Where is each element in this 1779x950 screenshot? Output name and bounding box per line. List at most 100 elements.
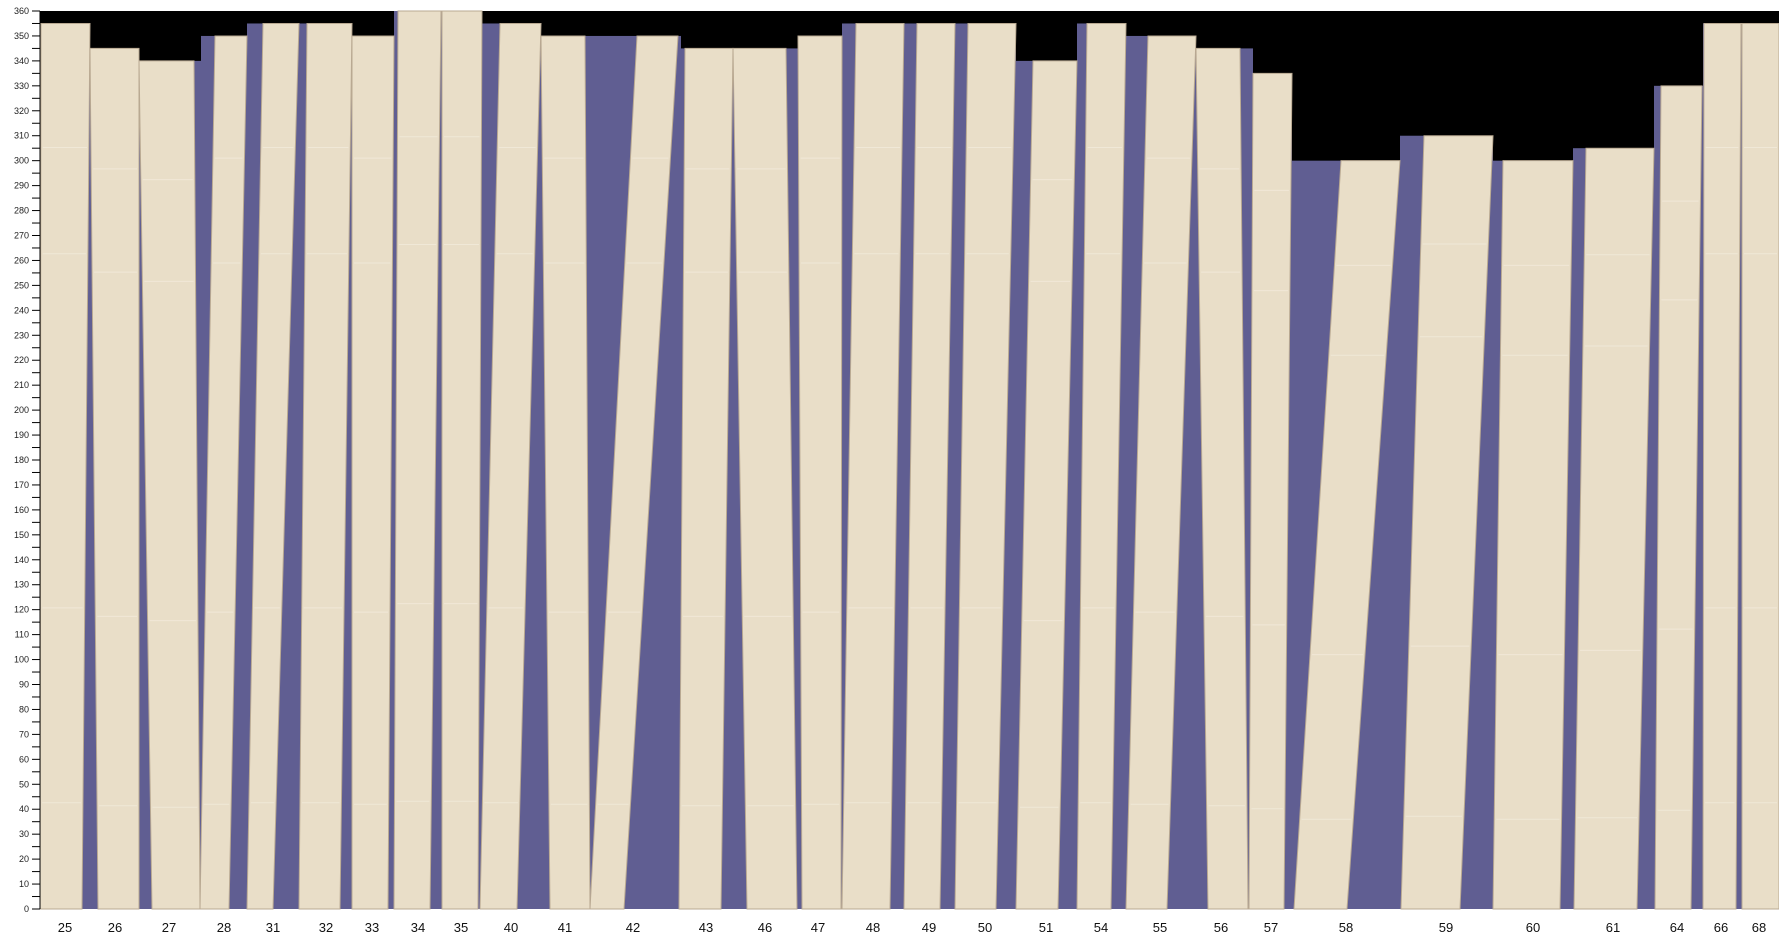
y-tick-label: 350 bbox=[14, 31, 29, 41]
y-tick-label: 70 bbox=[19, 729, 29, 739]
y-tick-label: 200 bbox=[14, 405, 29, 415]
board-49[interactable] bbox=[903, 22, 956, 910]
y-tick-label: 160 bbox=[14, 505, 29, 515]
board-68[interactable] bbox=[1741, 22, 1779, 910]
board-label: 46 bbox=[758, 920, 772, 935]
board-label: 31 bbox=[266, 920, 280, 935]
board-43[interactable] bbox=[678, 47, 734, 910]
y-tick-label: 140 bbox=[14, 555, 29, 565]
y-tick-label: 170 bbox=[14, 480, 29, 490]
y-tick-label: 10 bbox=[19, 879, 29, 889]
y-tick-label: 220 bbox=[14, 355, 29, 365]
board-56[interactable] bbox=[1195, 47, 1249, 910]
y-tick-label: 300 bbox=[14, 156, 29, 166]
board-32[interactable] bbox=[298, 22, 353, 910]
board-label: 56 bbox=[1214, 920, 1228, 935]
board-label: 55 bbox=[1153, 920, 1167, 935]
board-31[interactable] bbox=[246, 22, 300, 910]
board-60[interactable] bbox=[1492, 160, 1574, 910]
board-label: 27 bbox=[162, 920, 176, 935]
y-tick-label: 270 bbox=[14, 231, 29, 241]
y-tick-label: 240 bbox=[14, 305, 29, 315]
y-tick-label: 30 bbox=[19, 829, 29, 839]
board-48[interactable] bbox=[841, 22, 905, 910]
y-tick-label: 60 bbox=[19, 754, 29, 764]
board-label: 59 bbox=[1439, 920, 1453, 935]
board-55[interactable] bbox=[1125, 35, 1197, 910]
y-tick-label: 90 bbox=[19, 680, 29, 690]
board-64[interactable] bbox=[1654, 85, 1703, 910]
y-tick-label: 0 bbox=[24, 904, 29, 914]
y-tick-label: 20 bbox=[19, 854, 29, 864]
board-label: 25 bbox=[58, 920, 72, 935]
board-label: 47 bbox=[811, 920, 825, 935]
y-tick-label: 110 bbox=[15, 630, 29, 640]
plot-area bbox=[39, 10, 1779, 910]
board-25[interactable] bbox=[39, 22, 91, 910]
board-50[interactable] bbox=[954, 22, 1017, 910]
board-label: 51 bbox=[1039, 920, 1053, 935]
board-label: 49 bbox=[922, 920, 936, 935]
y-tick-label: 340 bbox=[14, 56, 29, 66]
board-label: 68 bbox=[1752, 920, 1766, 935]
y-tick-label: 120 bbox=[14, 605, 29, 615]
board-34[interactable] bbox=[393, 10, 442, 910]
board-59[interactable] bbox=[1400, 135, 1494, 910]
board-26[interactable] bbox=[89, 47, 140, 910]
board-66[interactable] bbox=[1702, 22, 1742, 910]
board-28[interactable] bbox=[199, 35, 248, 910]
board-label: 66 bbox=[1714, 920, 1728, 935]
board-33[interactable] bbox=[351, 35, 395, 910]
y-tick-label: 230 bbox=[14, 330, 29, 340]
board-label: 54 bbox=[1094, 920, 1108, 935]
y-tick-label: 80 bbox=[19, 704, 29, 714]
board-54[interactable] bbox=[1076, 22, 1127, 910]
board-label: 58 bbox=[1339, 920, 1353, 935]
board-label: 41 bbox=[558, 920, 572, 935]
y-tick-label: 100 bbox=[14, 655, 29, 665]
y-axis-ruler: 0 10 20 30 40 50 60 70 80 90 100 110 120 130 140 150 160… bbox=[14, 6, 41, 914]
board-58[interactable] bbox=[1293, 160, 1401, 910]
y-tick-label: 280 bbox=[14, 206, 29, 216]
board-label: 57 bbox=[1264, 920, 1278, 935]
board-61[interactable] bbox=[1573, 147, 1655, 910]
board-label: 40 bbox=[504, 920, 518, 935]
board-label: 43 bbox=[699, 920, 713, 935]
board-label: 32 bbox=[319, 920, 333, 935]
y-tick-label: 130 bbox=[14, 580, 29, 590]
board-label: 48 bbox=[866, 920, 880, 935]
board-label: 50 bbox=[978, 920, 992, 935]
board-label: 35 bbox=[454, 920, 468, 935]
board-35[interactable] bbox=[441, 10, 483, 910]
board-label: 61 bbox=[1606, 920, 1620, 935]
board-label: 42 bbox=[626, 920, 640, 935]
y-tick-label: 310 bbox=[14, 131, 29, 141]
board-label: 60 bbox=[1526, 920, 1540, 935]
y-tick-label: 250 bbox=[14, 280, 29, 290]
board-label: 64 bbox=[1670, 920, 1684, 935]
y-tick-label: 320 bbox=[14, 106, 29, 116]
board-label: 34 bbox=[411, 920, 425, 935]
y-tick-label: 290 bbox=[14, 181, 29, 191]
board-label: 28 bbox=[217, 920, 231, 935]
board-57[interactable] bbox=[1248, 72, 1293, 910]
board-label: 33 bbox=[365, 920, 379, 935]
y-tick-label: 360 bbox=[14, 6, 29, 16]
y-tick-label: 40 bbox=[19, 804, 29, 814]
y-tick-label: 180 bbox=[14, 455, 29, 465]
board-40[interactable] bbox=[479, 22, 542, 910]
board-label: 26 bbox=[108, 920, 122, 935]
board-46[interactable] bbox=[732, 47, 798, 910]
board-41[interactable] bbox=[540, 35, 591, 910]
y-tick-label: 330 bbox=[14, 81, 29, 91]
y-tick-label: 260 bbox=[14, 255, 29, 265]
board-47[interactable] bbox=[797, 35, 843, 910]
y-tick-label: 50 bbox=[19, 779, 29, 789]
board-51[interactable] bbox=[1015, 60, 1078, 910]
board-42[interactable] bbox=[589, 35, 679, 910]
y-tick-label: 210 bbox=[14, 380, 29, 390]
y-tick-label: 150 bbox=[14, 530, 29, 540]
board-labels: 25 26 27 28 31 32 33 34 35 40 41 42 43 46 47 48 49 50 51 54… bbox=[58, 920, 1766, 935]
y-tick-label: 190 bbox=[14, 430, 29, 440]
